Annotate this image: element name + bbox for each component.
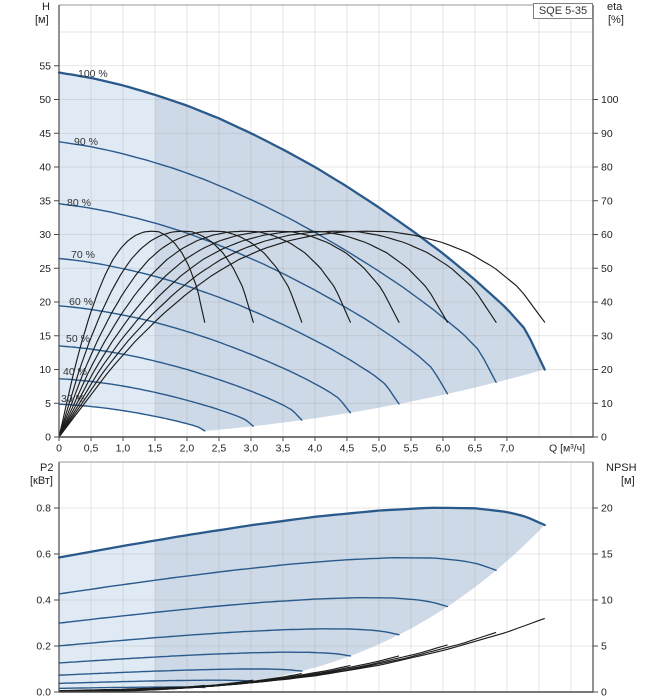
y-left-tick-label: 0.8	[36, 503, 51, 515]
speed-label: 60 %	[69, 296, 93, 308]
axis-title-npsh-unit: [м]	[621, 475, 635, 487]
aux-curve-100	[58, 230, 546, 438]
speed-label: 90 %	[74, 136, 98, 148]
x-tick-label: 1,5	[148, 443, 163, 455]
y-right-tick-label: 90	[601, 128, 613, 140]
x-tick-label: 5,0	[372, 443, 387, 455]
x-tick-label: 2,0	[180, 443, 195, 455]
speed-label: 100 %	[78, 68, 108, 80]
aux-curve-90	[58, 230, 497, 438]
aux-curve-40	[58, 230, 254, 438]
y-right-tick-label: 50	[601, 263, 613, 275]
pump-model-label: SQE 5-35	[533, 3, 593, 19]
pump-curve-70	[58, 257, 400, 405]
y-right-tick-label: 5	[601, 641, 607, 653]
y-left-tick-label: 25	[39, 263, 51, 275]
y-right-tick-label: 20	[601, 364, 613, 376]
x-tick-label: 5,5	[404, 443, 419, 455]
aux-curve-30	[58, 230, 206, 438]
x-tick-label: 4,0	[308, 443, 323, 455]
y-left-tick-label: 35	[39, 195, 51, 207]
y-right-tick-label: 15	[601, 549, 613, 561]
x-tick-label: 6,0	[436, 443, 451, 455]
pump-curve-90	[58, 557, 497, 595]
y-left-tick-label: 0.2	[36, 641, 51, 653]
y-left-tick-label: 20	[39, 297, 51, 309]
npsh-curve-100	[58, 617, 545, 692]
y-left-tick-label: 30	[39, 229, 51, 241]
speed-label: 30 %	[61, 393, 85, 405]
duty-region-light	[59, 540, 155, 689]
y-left-tick-label: 15	[39, 330, 51, 342]
y-left-tick-label: 50	[39, 94, 51, 106]
y-right-tick-label: 30	[601, 330, 613, 342]
y-right-tick-label: 100	[601, 94, 619, 106]
speed-label: 80 %	[67, 197, 91, 209]
aux-curve-50	[58, 230, 303, 438]
y-right-tick-label: 40	[601, 297, 613, 309]
axis-title-p2-unit: [кВт]	[30, 475, 53, 487]
x-tick-label: 3,0	[244, 443, 259, 455]
axis-title-head-unit: [м]	[35, 14, 49, 26]
duty-region-light	[59, 72, 155, 417]
x-tick-label: 3,5	[276, 443, 291, 455]
x-tick-label: 7,0	[500, 443, 515, 455]
speed-label: 50 %	[66, 333, 90, 345]
axis-title-npsh: NPSH	[606, 462, 637, 474]
y-right-tick-label: 0	[601, 687, 607, 699]
pump-curve-60	[58, 651, 352, 664]
axis-title-head: H	[42, 1, 50, 13]
y-left-tick-label: 0.0	[36, 687, 51, 699]
x-tick-label: 1,0	[116, 443, 131, 455]
pump-curve-100	[57, 506, 546, 559]
x-tick-label: 0,5	[84, 443, 99, 455]
aux-curve-60	[58, 230, 351, 438]
duty-region-dark	[155, 94, 545, 431]
pump-curve-90	[58, 141, 497, 383]
pump-curve-40	[58, 679, 254, 685]
y-left-tick-label: 0	[45, 432, 51, 444]
pump-curve-80	[58, 203, 449, 395]
y-right-tick-label: 70	[601, 195, 613, 207]
y-right-tick-label: 60	[601, 229, 613, 241]
pump-curve-100	[57, 71, 546, 371]
pump-curve-40	[58, 378, 254, 427]
y-left-tick-label: 40	[39, 162, 51, 174]
pump-curve-80	[58, 597, 449, 624]
x-tick-label: 4,5	[340, 443, 355, 455]
y-right-tick-label: 0	[601, 432, 607, 444]
aux-curve-80	[58, 230, 449, 438]
x-tick-label: 6,5	[468, 443, 483, 455]
speed-label: 70 %	[71, 249, 95, 261]
y-left-tick-label: 5	[45, 398, 51, 410]
y-right-tick-label: 10	[601, 398, 613, 410]
y-left-tick-label: 55	[39, 60, 51, 72]
y-left-tick-label: 0.6	[36, 549, 51, 561]
y-right-tick-label: 10	[601, 595, 613, 607]
aux-curve-70	[58, 230, 400, 438]
x-axis-label: Q [м³/ч]	[549, 443, 585, 455]
speed-label: 40 %	[63, 366, 87, 378]
y-right-tick-label: 20	[601, 503, 613, 515]
axis-title-eta: eta	[607, 1, 623, 13]
y-left-tick-label: 45	[39, 128, 51, 140]
pump-curve-70	[58, 628, 400, 647]
axis-title-p2: P2	[40, 462, 54, 474]
y-left-tick-label: 0.4	[36, 595, 51, 607]
x-tick-label: 0	[56, 443, 62, 455]
pump-curve-60	[58, 305, 352, 414]
y-right-tick-label: 80	[601, 162, 613, 174]
axis-title-eta-unit: [%]	[608, 14, 624, 26]
x-tick-label: 2,5	[212, 443, 227, 455]
pump-curve-50	[58, 668, 303, 676]
y-left-tick-label: 10	[39, 364, 51, 376]
